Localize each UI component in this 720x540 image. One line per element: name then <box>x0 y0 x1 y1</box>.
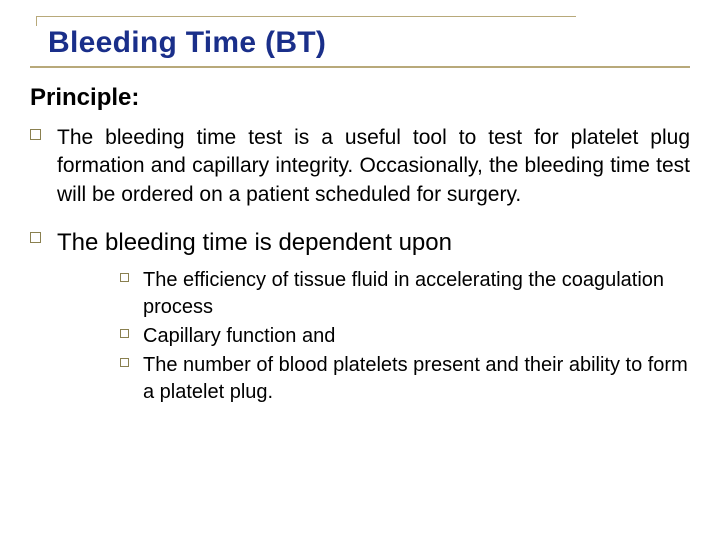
title-block: Bleeding Time (BT) <box>30 18 690 66</box>
bullet-text: The bleeding time test is a useful tool … <box>57 124 690 209</box>
title-underline <box>30 66 690 68</box>
sub-bullet-text: The number of blood platelets present an… <box>143 352 690 406</box>
sub-bullet-list: The efficiency of tissue fluid in accele… <box>120 267 690 406</box>
sub-bullet-item: The number of blood platelets present an… <box>120 352 690 406</box>
square-bullet-icon <box>120 329 129 338</box>
sub-bullet-text: The efficiency of tissue fluid in accele… <box>143 267 690 321</box>
sub-bullet-item: Capillary function and <box>120 323 690 350</box>
square-bullet-icon <box>30 129 41 140</box>
bullet-text: The bleeding time is dependent upon <box>57 227 452 259</box>
title-tick-mark <box>36 16 37 26</box>
square-bullet-icon <box>120 273 129 282</box>
square-bullet-icon <box>120 358 129 367</box>
sub-bullet-item: The efficiency of tissue fluid in accele… <box>120 267 690 321</box>
slide-title: Bleeding Time (BT) <box>30 18 690 66</box>
sub-bullet-text: Capillary function and <box>143 323 335 350</box>
bullet-item: The bleeding time test is a useful tool … <box>30 124 690 209</box>
title-top-rule <box>36 16 576 17</box>
slide-container: Bleeding Time (BT) Principle: The bleedi… <box>0 0 720 540</box>
principle-heading: Principle: <box>30 84 690 112</box>
bullet-item: The bleeding time is dependent upon <box>30 227 690 259</box>
square-bullet-icon <box>30 232 41 243</box>
